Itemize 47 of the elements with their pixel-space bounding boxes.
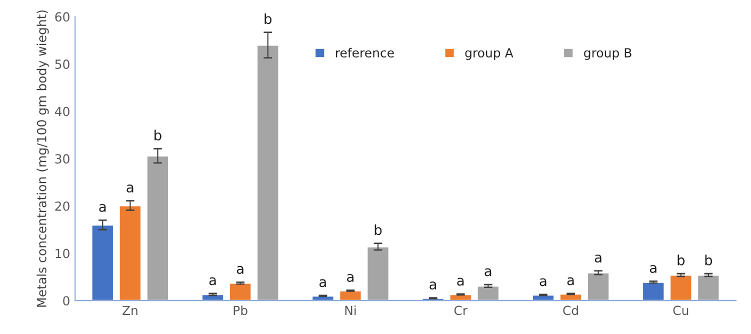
- data-label: a: [650, 264, 656, 273]
- x-tick-label: Zn: [122, 306, 138, 315]
- x-tick-label: Cr: [454, 306, 468, 316]
- legend-label: group B: [584, 48, 632, 60]
- data-label: a: [484, 268, 492, 276]
- y-tick-label: 40: [54, 106, 70, 116]
- data-label: b: [264, 13, 272, 24]
- y-tick-label: 60: [55, 12, 70, 22]
- data-label: a: [594, 254, 602, 263]
- bar: [586, 272, 610, 301]
- x-tick-label: Cd: [563, 305, 578, 316]
- data-label: a: [540, 278, 546, 286]
- y-tick-label: 20: [55, 201, 70, 211]
- bar: [256, 44, 280, 301]
- y-tick-label: 30: [55, 154, 70, 164]
- x-tick-label: Cu: [673, 306, 688, 316]
- data-label: a: [457, 278, 464, 286]
- data-label: b: [705, 254, 712, 266]
- data-label: a: [567, 277, 574, 286]
- x-tick-label: Ni: [345, 305, 356, 315]
- data-label: a: [320, 279, 326, 288]
- bar: [696, 274, 720, 301]
- data-label: a: [99, 204, 106, 212]
- data-label: a: [126, 184, 134, 193]
- data-label: b: [678, 254, 685, 266]
- bar: [642, 281, 666, 301]
- data-label: b: [154, 130, 162, 140]
- bar: [228, 282, 252, 301]
- y-tick-label: 0: [63, 296, 70, 306]
- y-tick-label: 50: [55, 59, 70, 69]
- data-label: b: [374, 224, 382, 236]
- bar: [118, 204, 142, 301]
- y-tick-label: 10: [56, 248, 70, 258]
- bar: [146, 155, 170, 301]
- data-label: a: [347, 274, 354, 282]
- bar: [476, 285, 500, 301]
- bar: [366, 246, 390, 301]
- legend-label: group A: [465, 48, 514, 60]
- bar: [90, 224, 114, 301]
- data-label: a: [209, 277, 216, 286]
- data-label: a: [236, 266, 244, 274]
- bar: [669, 274, 693, 301]
- legend-label: reference: [336, 48, 394, 58]
- bar: [338, 290, 362, 301]
- y-axis-title: Metals concentration (mg/100 gm body wieght): [36, 10, 49, 307]
- data-label: a: [430, 282, 436, 290]
- x-tick-label: Pb: [234, 305, 248, 316]
